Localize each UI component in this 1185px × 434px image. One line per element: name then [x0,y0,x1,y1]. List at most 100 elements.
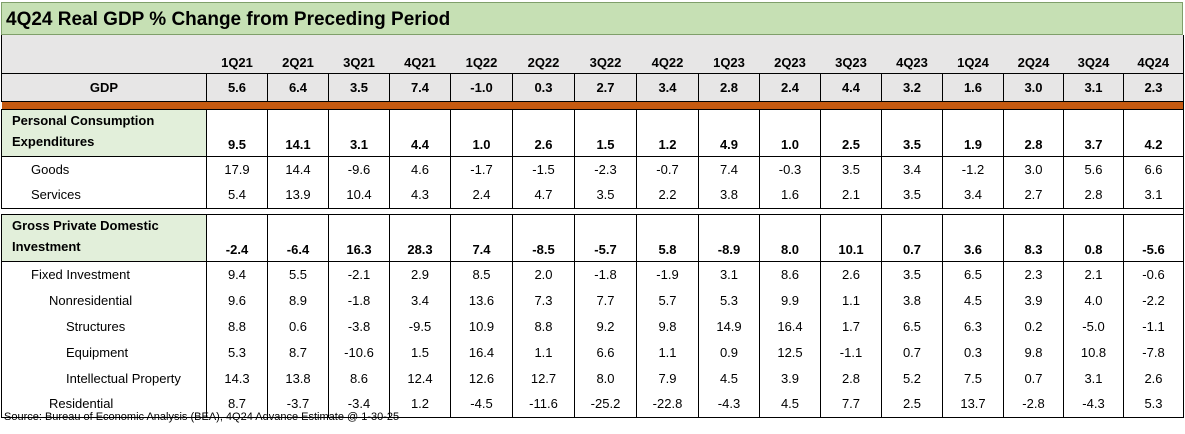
separator-cell [574,100,637,110]
value-cell: 3.9 [759,365,821,391]
separator-cell [1123,208,1184,215]
value-cell: 9.2 [574,313,637,339]
value-cell: -4.3 [698,391,760,418]
quarter-header: 3Q21 [328,35,390,74]
quarter-header: 4Q22 [636,35,699,74]
quarter-header: 1Q23 [698,35,760,74]
value-cell: -2.8 [1003,391,1064,418]
value-cell: 6.3 [942,313,1004,339]
value-cell: -3.8 [328,313,390,339]
value-cell: 4.4 [820,73,882,102]
separator-cell [636,208,699,215]
value-cell: 5.3 [698,287,760,313]
value-cell: 5.5 [267,261,329,287]
value-cell: 3.9 [1003,287,1064,313]
separator-cell [942,208,1004,215]
value-cell: 2.0 [512,261,575,287]
value-cell: 5.6 [206,73,268,102]
value-cell: 4.3 [389,182,451,209]
quarter-header: 3Q24 [1063,35,1124,74]
value-cell: 8.6 [759,261,821,287]
value-cell: 7.4 [698,156,760,182]
value-cell: 3.7 [1063,109,1124,157]
value-cell: 0.3 [942,339,1004,365]
row-label: Structures [1,313,207,339]
value-cell: 6.6 [1123,156,1184,182]
row-label: Personal Consumption Expenditures [1,109,207,157]
gpdi-subrow: Equipment 5.3 8.7 -10.6 1.5 16.4 1.1 6.6 1.1 0.9 1… [1,339,1184,365]
value-cell: 14.4 [267,156,329,182]
value-cell: 3.0 [1003,73,1064,102]
separator-cell [267,100,329,110]
value-cell: 3.5 [820,156,882,182]
separator-cell [328,100,390,110]
gpdi-row: Gross Private Domestic Investment -2.4 -6.… [1,214,1184,262]
value-cell: -1.2 [942,156,1004,182]
gdp-change-table: 1Q21 2Q21 3Q21 4Q21 1Q22 2Q22 3Q22 4Q22 1Q23 2Q23… [1,35,1184,418]
gpdi-subrow: Intellectual Property 14.3 13.8 8.6 12.4 12.6… [1,365,1184,391]
value-cell: 1.9 [942,109,1004,157]
value-cell: 3.4 [881,156,943,182]
gpdi-subrow: Structures 8.8 0.6 -3.8 -9.5 10.9 8.8 9.2 9.8 14.… [1,313,1184,339]
value-cell: -11.6 [512,391,575,418]
quarter-header: 4Q24 [1123,35,1184,74]
value-cell: 16.4 [759,313,821,339]
value-cell: 12.5 [759,339,821,365]
value-cell: 9.6 [206,287,268,313]
separator-cell [942,100,1004,110]
value-cell: 2.6 [820,261,882,287]
value-cell: 10.4 [328,182,390,209]
value-cell: 8.3 [1003,214,1064,262]
value-cell: 2.8 [698,73,760,102]
value-cell: 1.6 [759,182,821,209]
separator-cell [1,100,207,110]
source-note: Source: Bureau of Economic Analysis (BEA… [4,411,400,423]
value-cell: -9.5 [389,313,451,339]
value-cell: 7.9 [636,365,699,391]
value-cell: 1.2 [636,109,699,157]
value-cell: 3.4 [389,287,451,313]
quarter-header: 3Q23 [820,35,882,74]
value-cell: 3.5 [881,261,943,287]
separator-cell [1123,100,1184,110]
row-label: Services [1,182,207,209]
value-cell: 7.3 [512,287,575,313]
value-cell: 28.3 [389,214,451,262]
separator-cell [820,100,882,110]
value-cell: 0.6 [267,313,329,339]
value-cell: 16.4 [450,339,513,365]
value-cell: 0.3 [512,73,575,102]
value-cell: 4.5 [759,391,821,418]
value-cell: -1.0 [450,73,513,102]
value-cell: 17.9 [206,156,268,182]
value-cell: 4.9 [698,109,760,157]
value-cell: -5.0 [1063,313,1124,339]
value-cell: 3.4 [942,182,1004,209]
value-cell: 13.8 [267,365,329,391]
quarter-header: 2Q21 [267,35,329,74]
quarter-header: 4Q23 [881,35,943,74]
value-cell: 1.1 [636,339,699,365]
value-cell: 9.8 [1003,339,1064,365]
header-row: 1Q21 2Q21 3Q21 4Q21 1Q22 2Q22 3Q22 4Q22 1Q23 2Q23… [1,35,1184,74]
separator-cell [512,100,575,110]
value-cell: -4.3 [1063,391,1124,418]
row-label: Intellectual Property [1,365,207,391]
separator-cell [389,208,451,215]
value-cell: 1.6 [942,73,1004,102]
value-cell: 3.5 [328,73,390,102]
value-cell: 9.5 [206,109,268,157]
value-cell: -3.4 [328,391,390,418]
value-cell: 10.1 [820,214,882,262]
value-cell: 2.1 [1063,261,1124,287]
quarter-header: 3Q22 [574,35,637,74]
separator-cell [636,100,699,110]
value-cell: 3.1 [1063,73,1124,102]
value-cell: 14.3 [206,365,268,391]
row-label: GDP [1,73,207,102]
value-cell: 2.4 [450,182,513,209]
value-cell: 7.7 [574,287,637,313]
value-cell: 6.5 [881,313,943,339]
value-cell: -9.6 [328,156,390,182]
